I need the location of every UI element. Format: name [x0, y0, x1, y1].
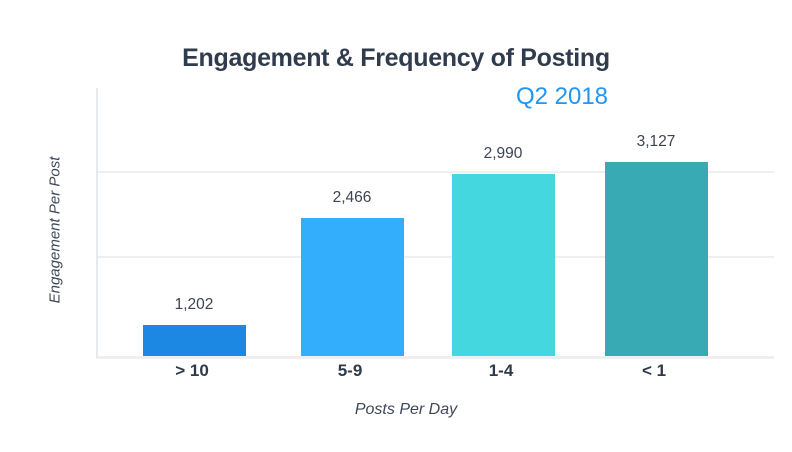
bar-value-label: 1,202	[174, 296, 214, 314]
gridline	[98, 255, 774, 258]
bar-> 10	[142, 325, 246, 356]
x-axis-title: Posts Per Day	[354, 401, 458, 418]
chart-subtitle: Q2 2018	[515, 83, 609, 110]
chart-title: Engagement & Frequency of Posting	[182, 44, 610, 72]
category-label: 5-9	[337, 361, 363, 380]
bar-value-label: 2,990	[483, 144, 523, 162]
category-label: 1-4	[488, 361, 514, 380]
plot-area: 1,202 2,466 2,990 3,127	[96, 88, 774, 359]
bar-< 1	[604, 162, 708, 356]
category-label: < 1	[641, 361, 667, 380]
gridline	[98, 170, 774, 173]
bar-value-label: 2,466	[332, 189, 372, 207]
bar-1-4	[451, 173, 555, 356]
y-axis-title: Engagement Per Post	[46, 156, 64, 304]
bar-value-label: 3,127	[636, 133, 676, 150]
bar-5-9	[300, 218, 404, 356]
category-label: > 10	[175, 361, 209, 380]
